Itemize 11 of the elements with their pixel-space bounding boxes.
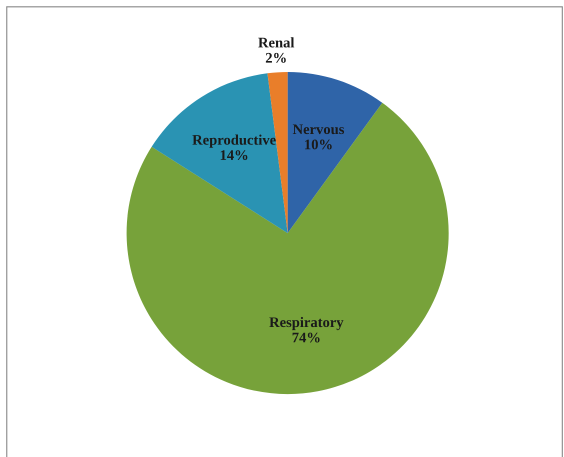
slice-label: Nervous	[292, 124, 344, 134]
slice-label: Reproductive	[192, 134, 276, 148]
pie-slice	[152, 73, 288, 234]
slice-label: Respiratory	[269, 316, 344, 330]
data-label: 2%	[266, 52, 286, 63]
data-label: 10%	[305, 140, 332, 150]
pie-slice	[288, 72, 382, 234]
data-label: 74%	[292, 332, 320, 342]
data-label: 14%	[220, 150, 248, 160]
pie-slice	[126, 102, 449, 394]
slice-label: Renal	[258, 37, 294, 48]
